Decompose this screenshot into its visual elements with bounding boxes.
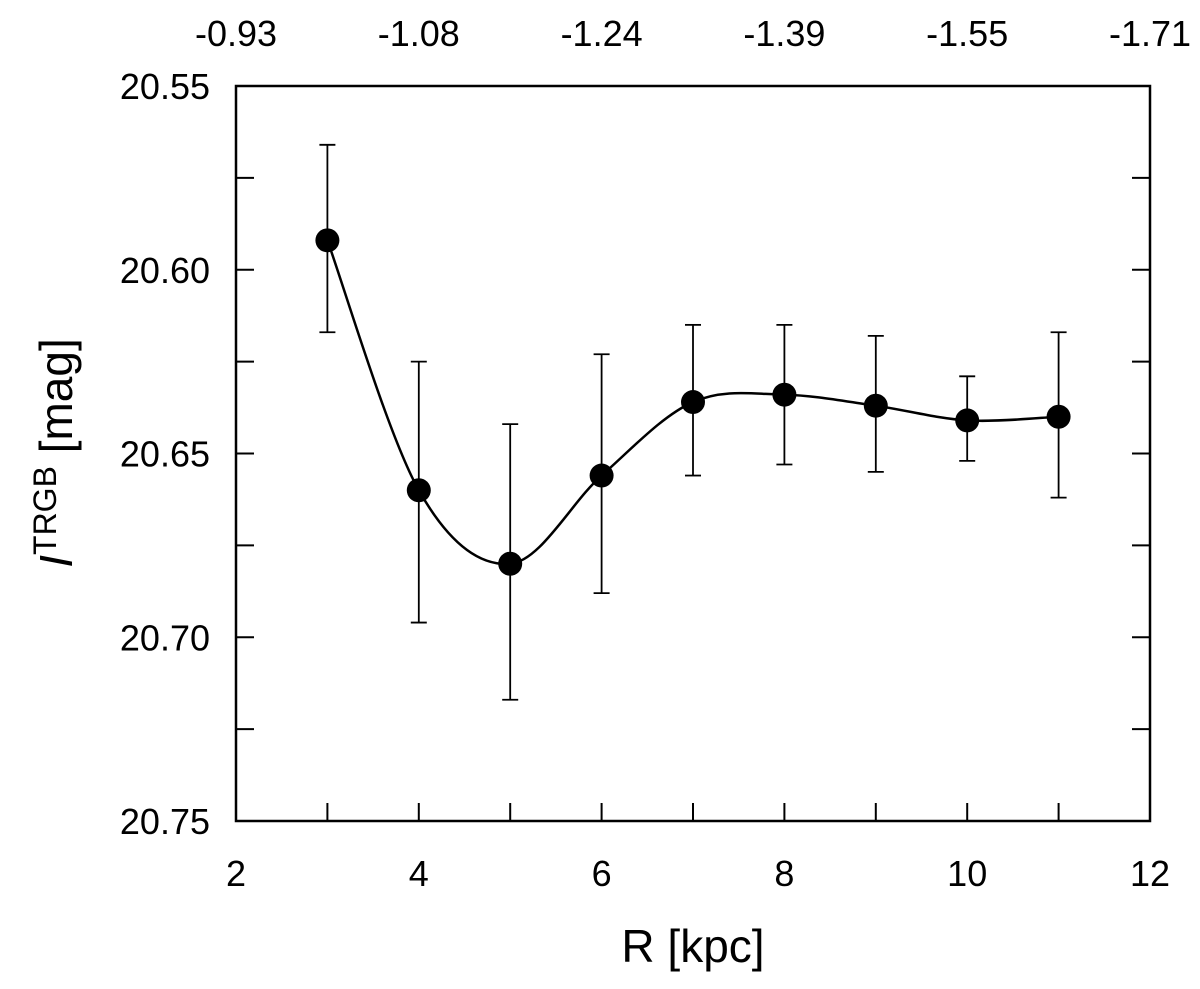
data-point xyxy=(406,478,431,503)
x-tick-label: 8 xyxy=(774,853,794,894)
x-tick-label: 4 xyxy=(409,853,429,894)
data-point xyxy=(589,463,614,488)
y-tick-label: 20.70 xyxy=(120,617,210,658)
top-axis-label: -1.08 xyxy=(378,13,460,54)
data-point xyxy=(955,408,980,433)
x-tick-label: 2 xyxy=(226,853,246,894)
top-axis-label: -1.71 xyxy=(1109,13,1191,54)
y-tick-label: 20.55 xyxy=(120,66,210,107)
data-point xyxy=(863,393,888,418)
data-point xyxy=(315,228,340,253)
y-tick-labels: 20.55 20.60 20.65 20.70 20.75 xyxy=(120,66,210,842)
y-axis-title-main: I xyxy=(30,555,82,568)
data-points xyxy=(315,228,1071,576)
top-axis-label: -1.55 xyxy=(926,13,1008,54)
axis-ticks xyxy=(235,85,1151,822)
data-point xyxy=(772,382,797,407)
top-axis-labels: -0.93 -1.08 -1.24 -1.39 -1.55 -1.71 xyxy=(195,13,1191,54)
x-tick-label: 10 xyxy=(947,853,987,894)
x-tick-labels: 2 4 6 8 10 12 xyxy=(226,853,1170,894)
y-tick-label: 20.60 xyxy=(120,250,210,291)
top-axis-label: -1.24 xyxy=(561,13,643,54)
y-tick-label: 20.75 xyxy=(120,801,210,842)
data-point xyxy=(681,390,705,415)
y-axis-title-superscript: TRGB xyxy=(27,466,63,555)
data-point xyxy=(498,551,523,576)
error-bars xyxy=(319,143,1067,701)
top-axis-label: -0.93 xyxy=(195,13,277,54)
y-axis-title: ITRGB [mag] xyxy=(27,338,82,568)
y-axis-title-suffix: [mag] xyxy=(30,338,82,466)
x-tick-label: 6 xyxy=(592,853,612,894)
x-tick-label: 12 xyxy=(1130,853,1170,894)
top-axis-label: -1.39 xyxy=(743,13,825,54)
y-tick-label: 20.65 xyxy=(120,434,210,475)
data-point xyxy=(1046,404,1071,429)
x-axis-title: R [kpc] xyxy=(621,920,764,972)
